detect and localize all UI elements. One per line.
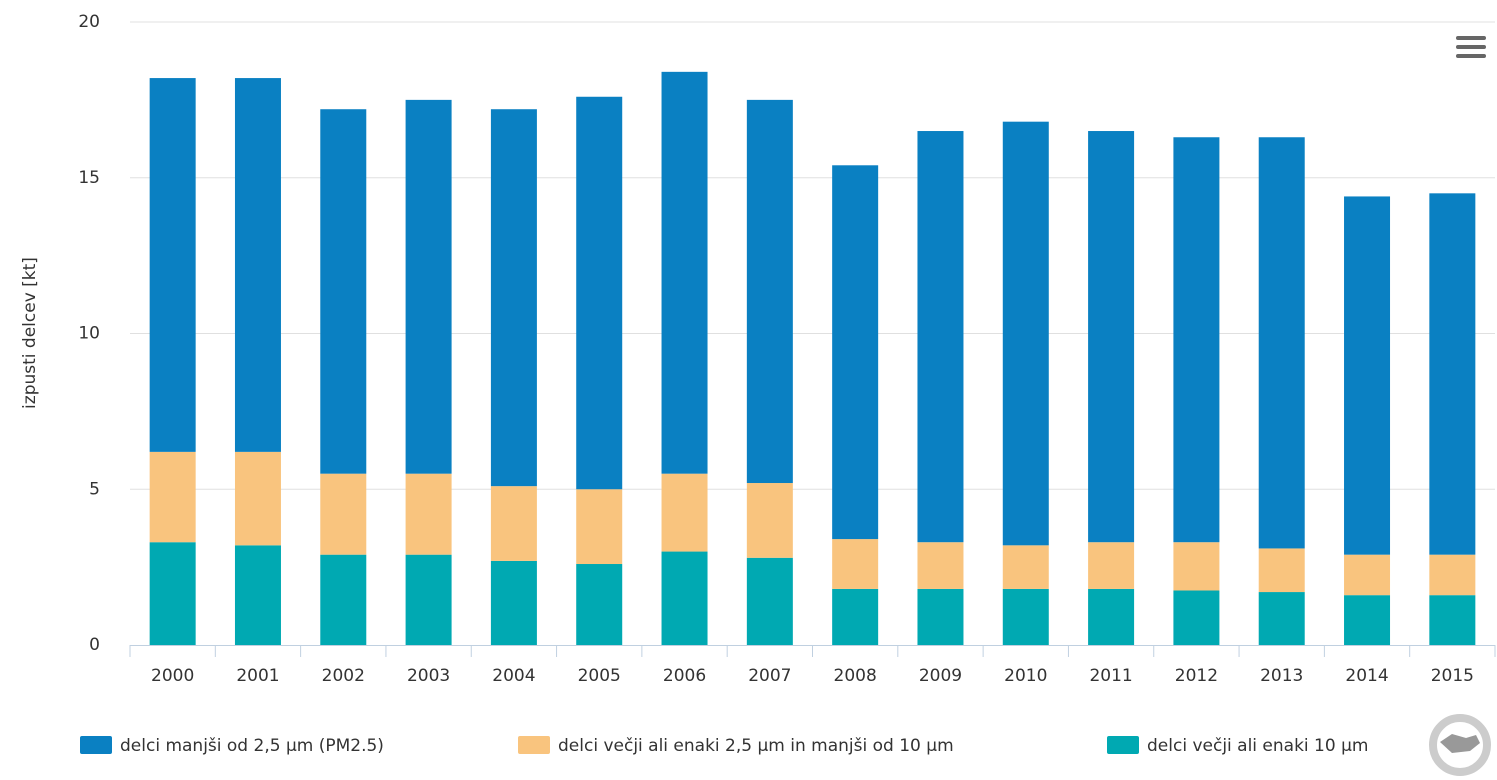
x-tick-label: 2012 [1175, 666, 1218, 686]
x-tick-label: 2014 [1345, 666, 1388, 686]
x-tick-label: 2009 [919, 666, 962, 686]
bar-segment [917, 131, 964, 543]
menu-icon[interactable] [1456, 36, 1486, 58]
bar-segment [1088, 542, 1135, 589]
bar-segment [1344, 554, 1391, 596]
bar-segment [832, 539, 879, 589]
bar-segment [1002, 121, 1049, 546]
bar-segment [405, 99, 452, 474]
x-tick-label: 2005 [578, 666, 621, 686]
bar-segment [1258, 137, 1305, 549]
bar-segment [320, 109, 367, 474]
bar-segment [234, 451, 281, 546]
x-tick-label: 2001 [236, 666, 279, 686]
bar-segment [1088, 131, 1135, 543]
bar-segment [405, 554, 452, 645]
x-tick-label: 2010 [1004, 666, 1047, 686]
bar-segment [1429, 193, 1476, 555]
bar-segment [149, 451, 196, 543]
legend-label: delci manjši od 2,5 µm (PM2.5) [120, 736, 384, 756]
x-tick-label: 2006 [663, 666, 706, 686]
bar-segment [746, 483, 793, 558]
bar-segment [1258, 548, 1305, 593]
bar-segment [661, 71, 708, 474]
bar-segment [1002, 588, 1049, 645]
y-tick-label: 15 [78, 168, 100, 188]
legend-label: delci večji ali enaki 2,5 µm in manjši o… [558, 736, 954, 756]
bar-segment [234, 78, 281, 452]
bar-segment [661, 551, 708, 645]
bar-segment [832, 165, 879, 540]
bar-segment [490, 560, 537, 645]
bar-segment [576, 564, 623, 645]
bar-segment [149, 78, 196, 452]
bar-segment [1429, 554, 1476, 596]
bar-segment [832, 588, 879, 645]
x-tick-label: 2013 [1260, 666, 1303, 686]
y-tick-label: 5 [89, 479, 100, 499]
bar-segment [320, 473, 367, 555]
y-axis-label: izpusti delcev [kt] [20, 257, 40, 409]
bar-segment [1344, 595, 1391, 645]
bar-segment [405, 473, 452, 555]
x-tick-label: 2003 [407, 666, 450, 686]
x-tick-label: 2007 [748, 666, 791, 686]
legend-swatch [80, 736, 112, 754]
bar-segment [1344, 196, 1391, 555]
bar-segment [1002, 545, 1049, 589]
x-tick-label: 2011 [1089, 666, 1132, 686]
bar-segment [576, 489, 623, 565]
bar-segment [490, 486, 537, 561]
y-tick-label: 0 [89, 635, 100, 655]
legend-swatch [518, 736, 550, 754]
bar-segment [320, 554, 367, 645]
x-tick-label: 2008 [834, 666, 877, 686]
bar-segment [1088, 588, 1135, 645]
bar-segment [234, 545, 281, 645]
bar-segment [1173, 590, 1220, 645]
y-tick-label: 10 [78, 324, 100, 344]
bar-segment [149, 542, 196, 645]
bar-segment [917, 588, 964, 645]
y-tick-label: 20 [78, 12, 100, 32]
logo [1429, 714, 1491, 776]
bar-segment [1173, 542, 1220, 591]
bar-segment [576, 96, 623, 490]
bar-segment [661, 473, 708, 552]
legend-swatch [1107, 736, 1139, 754]
bar-segment [1258, 592, 1305, 645]
x-tick-label: 2002 [322, 666, 365, 686]
bar-segment [746, 99, 793, 484]
bar-segment [1173, 137, 1220, 543]
legend-label: delci večji ali enaki 10 µm [1147, 736, 1368, 756]
x-tick-label: 2015 [1431, 666, 1474, 686]
x-tick-label: 2004 [492, 666, 535, 686]
bar-segment [917, 542, 964, 589]
bar-segment [490, 109, 537, 487]
bar-segment [1429, 595, 1476, 645]
x-tick-label: 2000 [151, 666, 194, 686]
bar-segment [746, 557, 793, 645]
